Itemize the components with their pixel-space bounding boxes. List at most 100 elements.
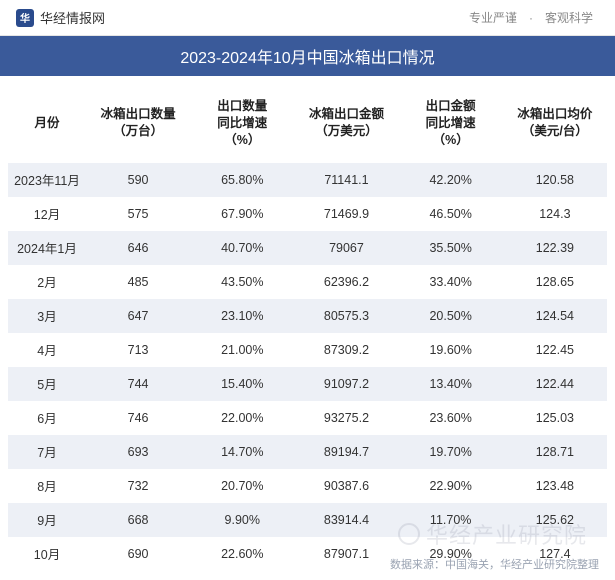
column-header: 出口金额同比增速（%） (399, 88, 503, 163)
table-cell: 71469.9 (294, 197, 398, 231)
column-header: 冰箱出口均价（美元/台） (503, 88, 607, 163)
tagline-left: 专业严谨 (469, 11, 517, 25)
table-cell: 128.71 (503, 435, 607, 469)
table-cell: 5月 (8, 367, 86, 401)
table-body: 2023年11月59065.80%71141.142.20%120.5812月5… (8, 163, 607, 571)
table-row: 2024年1月64640.70%7906735.50%122.39 (8, 231, 607, 265)
table-cell: 21.00% (190, 333, 294, 367)
table-cell: 15.40% (190, 367, 294, 401)
table-cell: 11.70% (399, 503, 503, 537)
table-cell: 713 (86, 333, 190, 367)
table-cell: 668 (86, 503, 190, 537)
data-table-container: 月份冰箱出口数量（万台）出口数量同比增速（%）冰箱出口金额（万美元）出口金额同比… (0, 76, 615, 571)
table-cell: 2023年11月 (8, 163, 86, 197)
column-header: 出口数量同比增速（%） (190, 88, 294, 163)
table-cell: 2024年1月 (8, 231, 86, 265)
table-cell: 87907.1 (294, 537, 398, 571)
table-cell: 128.65 (503, 265, 607, 299)
column-header: 冰箱出口金额（万美元） (294, 88, 398, 163)
table-cell: 646 (86, 231, 190, 265)
table-cell: 125.03 (503, 401, 607, 435)
table-row: 8月73220.70%90387.622.90%123.48 (8, 469, 607, 503)
table-cell: 124.3 (503, 197, 607, 231)
tagline-separator: · (529, 11, 533, 25)
table-cell: 23.60% (399, 401, 503, 435)
tagline-right: 客观科学 (545, 11, 593, 25)
table-row: 5月74415.40%91097.213.40%122.44 (8, 367, 607, 401)
table-cell: 12月 (8, 197, 86, 231)
table-cell: 22.90% (399, 469, 503, 503)
table-cell: 62396.2 (294, 265, 398, 299)
table-cell: 125.62 (503, 503, 607, 537)
table-cell: 71141.1 (294, 163, 398, 197)
table-cell: 575 (86, 197, 190, 231)
table-cell: 690 (86, 537, 190, 571)
table-cell: 10月 (8, 537, 86, 571)
table-cell: 19.70% (399, 435, 503, 469)
table-cell: 89194.7 (294, 435, 398, 469)
table-cell: 22.00% (190, 401, 294, 435)
table-cell: 3月 (8, 299, 86, 333)
table-cell: 90387.6 (294, 469, 398, 503)
table-cell: 8月 (8, 469, 86, 503)
table-cell: 67.90% (190, 197, 294, 231)
table-cell: 83914.4 (294, 503, 398, 537)
table-cell: 590 (86, 163, 190, 197)
column-header: 冰箱出口数量（万台） (86, 88, 190, 163)
export-data-table: 月份冰箱出口数量（万台）出口数量同比增速（%）冰箱出口金额（万美元）出口金额同比… (8, 88, 607, 571)
table-row: 4月71321.00%87309.219.60%122.45 (8, 333, 607, 367)
table-row: 9月6689.90%83914.411.70%125.62 (8, 503, 607, 537)
brand: 华 华经情报网 (16, 8, 105, 27)
table-cell: 19.60% (399, 333, 503, 367)
table-cell: 9.90% (190, 503, 294, 537)
brand-logo-icon: 华 (16, 9, 34, 27)
table-cell: 35.50% (399, 231, 503, 265)
table-header: 月份冰箱出口数量（万台）出口数量同比增速（%）冰箱出口金额（万美元）出口金额同比… (8, 88, 607, 163)
table-cell: 6月 (8, 401, 86, 435)
table-cell: 7月 (8, 435, 86, 469)
table-cell: 43.50% (190, 265, 294, 299)
table-cell: 80575.3 (294, 299, 398, 333)
table-cell: 120.58 (503, 163, 607, 197)
table-row: 6月74622.00%93275.223.60%125.03 (8, 401, 607, 435)
tagline: 专业严谨 · 客观科学 (463, 9, 599, 26)
table-cell: 93275.2 (294, 401, 398, 435)
table-cell: 14.70% (190, 435, 294, 469)
data-source: 数据来源：中国海关，华经产业研究院整理 (390, 556, 599, 572)
table-cell: 40.70% (190, 231, 294, 265)
table-cell: 79067 (294, 231, 398, 265)
table-cell: 693 (86, 435, 190, 469)
table-row: 3月64723.10%80575.320.50%124.54 (8, 299, 607, 333)
table-row: 2023年11月59065.80%71141.142.20%120.58 (8, 163, 607, 197)
table-cell: 123.48 (503, 469, 607, 503)
table-cell: 87309.2 (294, 333, 398, 367)
column-header: 月份 (8, 88, 86, 163)
table-cell: 746 (86, 401, 190, 435)
table-cell: 9月 (8, 503, 86, 537)
table-cell: 732 (86, 469, 190, 503)
table-row: 7月69314.70%89194.719.70%128.71 (8, 435, 607, 469)
table-cell: 647 (86, 299, 190, 333)
table-cell: 91097.2 (294, 367, 398, 401)
table-cell: 42.20% (399, 163, 503, 197)
brand-text: 华经情报网 (40, 8, 105, 27)
table-cell: 485 (86, 265, 190, 299)
table-cell: 23.10% (190, 299, 294, 333)
table-cell: 65.80% (190, 163, 294, 197)
top-bar: 华 华经情报网 专业严谨 · 客观科学 (0, 0, 615, 36)
page-title: 2023-2024年10月中国冰箱出口情况 (0, 36, 615, 76)
table-cell: 124.54 (503, 299, 607, 333)
table-cell: 2月 (8, 265, 86, 299)
table-cell: 744 (86, 367, 190, 401)
table-cell: 122.39 (503, 231, 607, 265)
table-cell: 13.40% (399, 367, 503, 401)
table-cell: 4月 (8, 333, 86, 367)
table-cell: 33.40% (399, 265, 503, 299)
table-cell: 46.50% (399, 197, 503, 231)
table-cell: 22.60% (190, 537, 294, 571)
table-cell: 122.44 (503, 367, 607, 401)
table-cell: 122.45 (503, 333, 607, 367)
table-cell: 20.50% (399, 299, 503, 333)
table-row: 12月57567.90%71469.946.50%124.3 (8, 197, 607, 231)
table-cell: 20.70% (190, 469, 294, 503)
